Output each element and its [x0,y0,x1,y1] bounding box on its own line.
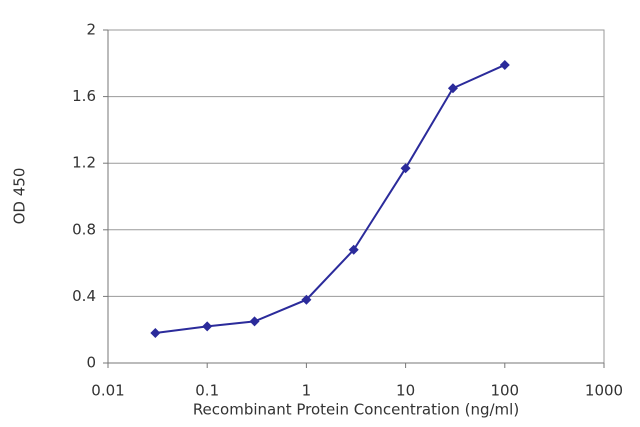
x-tick-label: 0.1 [195,382,219,400]
y-tick-label: 2 [86,21,96,39]
y-tick-label: 0 [86,354,96,372]
x-tick-label: 10 [396,382,415,400]
y-tick-label: 1.6 [72,87,96,105]
x-tick-label: 0.01 [91,382,124,400]
data-point [202,321,213,332]
y-tick-label: 0.8 [72,220,96,238]
x-tick-label: 1 [302,382,312,400]
data-point [150,328,161,339]
x-tick-label: 1000 [585,382,623,400]
data-point [301,294,312,305]
data-point [499,59,510,70]
data-point [400,163,411,174]
y-tick-label: 1.2 [72,154,96,172]
data-line [155,64,506,335]
data-point [348,244,359,255]
y-tick-label: 0.4 [72,287,96,305]
x-tick-label: 100 [490,382,519,400]
y-axis-label: OD 450 [11,168,29,225]
data-point [249,316,260,327]
data-point [447,83,458,94]
plot-frame [107,29,605,364]
x-axis-label: Recombinant Protein Concentration (ng/ml… [193,401,519,419]
